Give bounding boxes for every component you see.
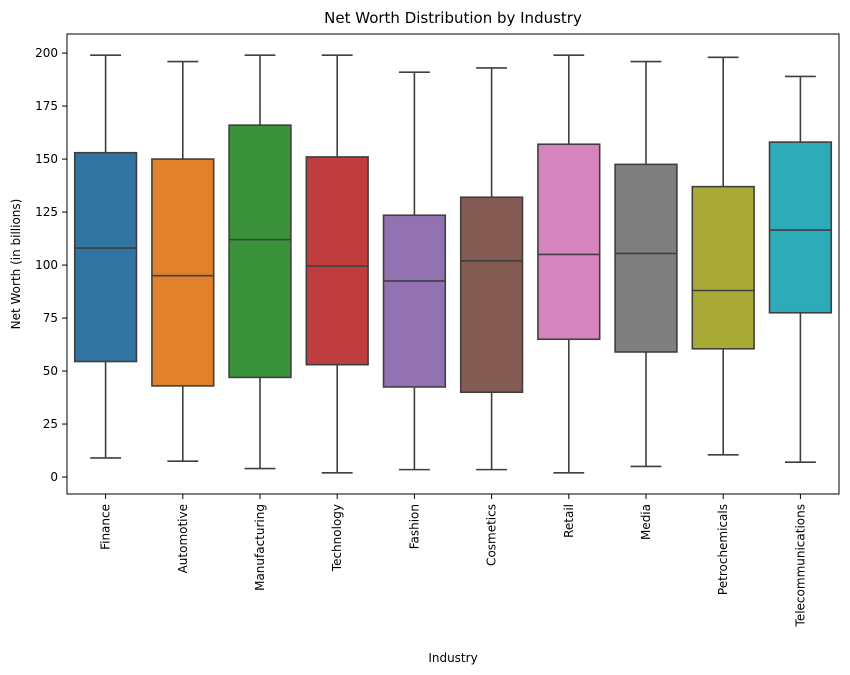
box-technology	[305, 54, 369, 474]
x-tick-label: Telecommunications	[793, 504, 807, 627]
iqr-box	[73, 151, 138, 363]
box-telecommunications	[768, 75, 833, 464]
iqr-box	[537, 143, 601, 341]
iqr-box	[768, 141, 833, 314]
x-tick-label: Media	[639, 504, 653, 540]
box-cosmetics	[459, 67, 524, 471]
iqr-box	[459, 196, 524, 394]
iqr-box	[305, 156, 369, 366]
boxes-group	[73, 54, 833, 474]
y-axis-label: Net Worth (in billions)	[9, 199, 23, 330]
x-tick-label: Fashion	[407, 504, 421, 549]
x-tick-label: Automotive	[176, 504, 190, 573]
box-finance	[73, 54, 138, 459]
y-tick-label: 25	[43, 417, 58, 431]
box-fashion	[382, 71, 447, 471]
x-tick-label: Retail	[562, 504, 576, 538]
y-tick-label: 150	[35, 152, 58, 166]
chart-title: Net Worth Distribution by Industry	[324, 9, 582, 27]
y-tick-label: 125	[35, 205, 58, 219]
iqr-box	[228, 124, 292, 379]
y-tick-label: 175	[35, 99, 58, 113]
x-axis: Finance Automotive Manufacturing Technology…	[99, 494, 807, 627]
x-tick-label: Petrochemicals	[716, 504, 730, 595]
y-tick-label: 50	[43, 364, 58, 378]
x-tick-label: Technology	[330, 504, 344, 572]
box-retail	[537, 54, 601, 474]
y-tick-label: 0	[50, 470, 58, 484]
y-axis: 0 25 50 75 100 125 150 175 200	[35, 46, 67, 484]
box-manufacturing	[228, 54, 292, 470]
x-tick-label: Finance	[99, 504, 113, 550]
box-petrochemicals	[691, 56, 755, 456]
box-automotive	[151, 60, 215, 462]
iqr-box	[691, 185, 755, 350]
y-tick-label: 75	[43, 311, 58, 325]
box-media	[614, 60, 678, 468]
y-tick-label: 100	[35, 258, 58, 272]
y-tick-label: 200	[35, 46, 58, 60]
x-tick-label: Manufacturing	[253, 504, 267, 591]
iqr-box	[382, 214, 447, 388]
iqr-box	[151, 158, 215, 387]
x-tick-label: Cosmetics	[485, 504, 499, 566]
plot-frame	[66, 33, 840, 495]
x-axis-label: Industry	[428, 651, 477, 665]
iqr-box	[614, 163, 678, 353]
